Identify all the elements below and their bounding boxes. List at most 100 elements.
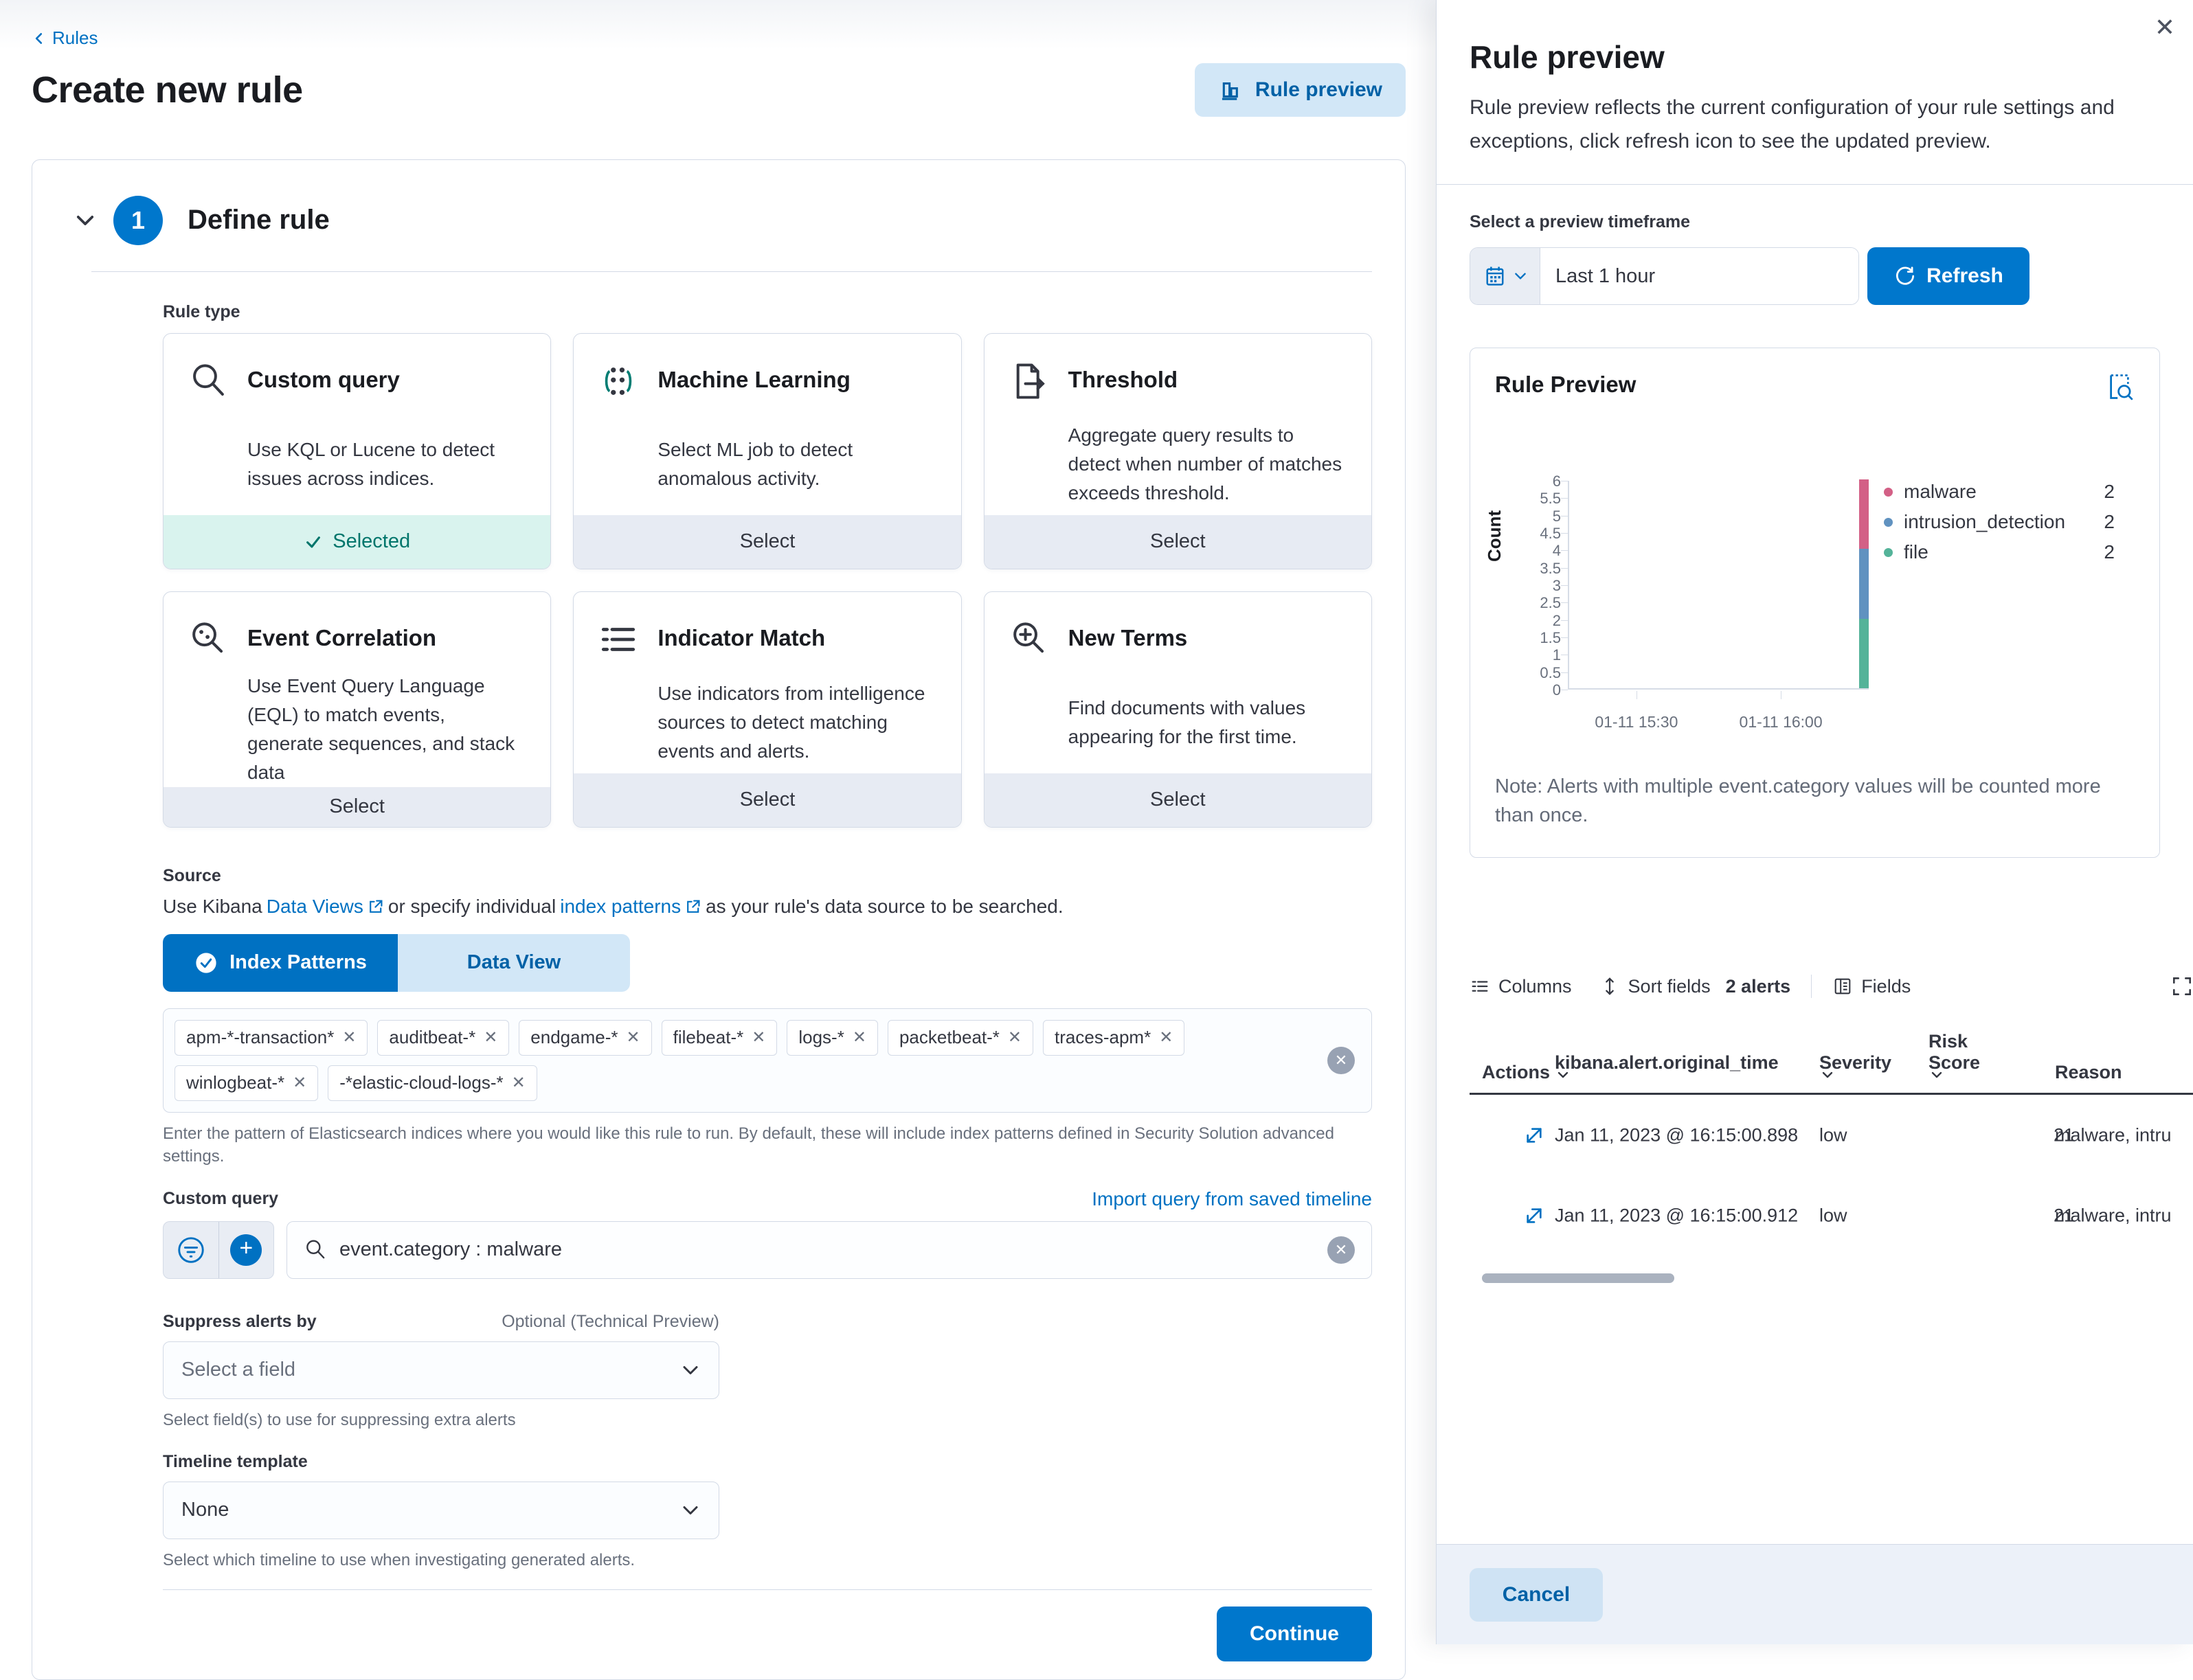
suppress-field-select[interactable]: Select a field bbox=[163, 1341, 719, 1399]
card-select-button[interactable]: Select bbox=[164, 786, 551, 827]
close-icon[interactable]: ✕ bbox=[2154, 13, 2175, 41]
rule-type-card-event-correlation[interactable]: Event Correlation Use Event Query Langua… bbox=[163, 591, 552, 828]
table-toolbar: Columns Sort fields 2 alerts Fields bbox=[1470, 967, 2193, 1006]
fullscreen-icon[interactable] bbox=[2170, 975, 2193, 998]
timeline-template-select[interactable]: None bbox=[163, 1481, 719, 1539]
sort-icon bbox=[1605, 977, 1614, 995]
legend-item-file[interactable]: file 2 bbox=[1884, 537, 2115, 567]
index-patterns-combobox[interactable]: apm-*-transaction* ✕ auditbeat-* ✕ endgame-*… bbox=[163, 1008, 1372, 1113]
fields-button[interactable]: Fields bbox=[1832, 976, 1911, 997]
stacked-bar[interactable] bbox=[1859, 479, 1869, 688]
index-pattern-chip[interactable]: endgame-* ✕ bbox=[519, 1019, 652, 1056]
query-input[interactable]: event.category : malware ✕ bbox=[286, 1221, 1372, 1279]
timeframe-value-input[interactable]: Last 1 hour bbox=[1540, 248, 1858, 304]
index-patterns-link[interactable]: index patterns bbox=[560, 896, 701, 918]
chevron-down-icon bbox=[1557, 1071, 1568, 1078]
chevron-down-icon bbox=[683, 1506, 698, 1514]
chevron-down-icon bbox=[1514, 273, 1526, 280]
chip-label: winlogbeat-* bbox=[186, 1072, 285, 1093]
card-selected-footer[interactable]: Selected bbox=[164, 514, 551, 569]
flyout-title: Rule preview bbox=[1470, 39, 1665, 75]
card-action-label: Select bbox=[1150, 530, 1206, 552]
breadcrumb-rules-link[interactable]: Rules bbox=[32, 27, 98, 49]
cancel-button[interactable]: Cancel bbox=[1470, 1567, 1603, 1622]
column-header-severity[interactable]: Severity bbox=[1819, 1052, 1891, 1083]
y-axis-tick-label: 3 bbox=[1552, 577, 1561, 594]
card-select-button[interactable]: Select bbox=[984, 514, 1371, 569]
column-header-original-time[interactable]: kibana.alert.original_time bbox=[1555, 1052, 1779, 1083]
import-query-link[interactable]: Import query from saved timeline bbox=[1092, 1188, 1372, 1210]
chip-label: packetbeat-* bbox=[899, 1027, 1000, 1047]
sort-fields-button[interactable]: Sort fields bbox=[1599, 976, 1711, 997]
card-select-button[interactable]: Select bbox=[984, 773, 1371, 827]
columns-label: Columns bbox=[1498, 975, 1572, 997]
add-filter-button[interactable]: + bbox=[219, 1222, 274, 1278]
index-pattern-chip[interactable]: filebeat-* ✕ bbox=[661, 1019, 778, 1056]
data-views-link[interactable]: Data Views bbox=[267, 896, 384, 918]
chip-label: auditbeat-* bbox=[389, 1027, 476, 1047]
define-rule-step-header[interactable]: 1 Define rule bbox=[65, 195, 1372, 245]
bar-segment-file[interactable] bbox=[1859, 618, 1869, 688]
column-header-risk-score[interactable]: Risk Score bbox=[1928, 1031, 1980, 1083]
toggle-data-view[interactable]: Data View bbox=[398, 933, 630, 992]
calendar-dropdown-button[interactable] bbox=[1470, 248, 1540, 304]
expand-alert-icon[interactable] bbox=[1523, 1205, 1545, 1227]
index-pattern-chip[interactable]: auditbeat-* ✕ bbox=[377, 1019, 510, 1056]
rule-type-card-new-terms[interactable]: New Terms Find documents with values app… bbox=[983, 591, 1372, 828]
card-select-button[interactable]: Select bbox=[574, 773, 961, 827]
query-bar: + event.category : malware ✕ bbox=[163, 1221, 1372, 1279]
cell-original-time: Jan 11, 2023 @ 16:15:00.912 bbox=[1555, 1205, 1799, 1225]
index-pattern-chip[interactable]: packetbeat-* ✕ bbox=[887, 1019, 1034, 1056]
rule-type-card-indicator-match[interactable]: Indicator Match Use indicators from inte… bbox=[573, 591, 962, 828]
remove-icon[interactable]: ✕ bbox=[511, 1074, 526, 1092]
index-pattern-chip[interactable]: apm-*-transaction* ✕ bbox=[175, 1019, 368, 1056]
inspect-icon[interactable] bbox=[2104, 372, 2135, 402]
index-pattern-chip[interactable]: winlogbeat-* ✕ bbox=[175, 1065, 319, 1101]
horizontal-scrollbar-thumb[interactable] bbox=[1482, 1273, 1674, 1283]
remove-icon[interactable]: ✕ bbox=[1159, 1028, 1173, 1047]
bar-chart-icon bbox=[1222, 82, 1238, 100]
chevron-down-icon bbox=[76, 215, 94, 225]
rule-preview-flyout: ✕ Rule preview Rule preview reflects the… bbox=[1436, 0, 2193, 1644]
remove-icon[interactable]: ✕ bbox=[1007, 1028, 1022, 1047]
define-rule-panel: 1 Define rule Rule type Custom query Use… bbox=[32, 159, 1406, 1680]
remove-icon[interactable]: ✕ bbox=[626, 1028, 640, 1047]
index-pattern-chip[interactable]: logs-* ✕ bbox=[787, 1019, 878, 1056]
rule-preview-button-label: Rule preview bbox=[1255, 78, 1382, 101]
bar-segment-intrusion_detection[interactable] bbox=[1859, 549, 1869, 619]
legend-item-intrusion_detection[interactable]: intrusion_detection 2 bbox=[1884, 507, 2115, 537]
step-number-badge: 1 bbox=[113, 195, 163, 245]
continue-button[interactable]: Continue bbox=[1217, 1606, 1372, 1661]
bar-segment-malware[interactable] bbox=[1859, 479, 1869, 549]
create-rule-page: Rules Create new rule Rule preview 1 Def bbox=[0, 0, 1436, 1680]
remove-icon[interactable]: ✕ bbox=[752, 1028, 766, 1047]
expand-alert-icon[interactable] bbox=[1523, 1124, 1545, 1146]
machine-learning-icon bbox=[598, 360, 657, 423]
index-pattern-chip[interactable]: -*elastic-cloud-logs-* ✕ bbox=[328, 1065, 537, 1101]
saved-query-menu-button[interactable] bbox=[164, 1222, 218, 1278]
remove-icon[interactable]: ✕ bbox=[293, 1074, 307, 1092]
y-axis-tick-label: 0 bbox=[1552, 681, 1561, 699]
clear-query-icon[interactable]: ✕ bbox=[1327, 1236, 1355, 1264]
legend-item-malware[interactable]: malware 2 bbox=[1884, 477, 2115, 507]
clear-all-icon[interactable]: ✕ bbox=[1327, 1046, 1355, 1074]
index-pattern-chip[interactable]: traces-apm* ✕ bbox=[1043, 1019, 1185, 1056]
refresh-button[interactable]: Refresh bbox=[1867, 247, 2029, 305]
legend-label: malware bbox=[1904, 481, 1977, 502]
card-select-button[interactable]: Select bbox=[574, 514, 961, 569]
columns-button[interactable]: Columns bbox=[1470, 976, 1572, 997]
timeframe-label: Select a preview timeframe bbox=[1470, 212, 1690, 231]
remove-icon[interactable]: ✕ bbox=[484, 1028, 498, 1047]
y-axis-tick-label: 5 bbox=[1552, 507, 1561, 525]
toggle-index-patterns[interactable]: Index Patterns bbox=[163, 933, 398, 992]
card-description: Select ML job to detect anomalous activi… bbox=[657, 438, 853, 489]
rule-preview-button[interactable]: Rule preview bbox=[1194, 63, 1406, 117]
rule-type-card-custom-query[interactable]: Custom query Use KQL or Lucene to detect… bbox=[163, 332, 552, 569]
y-axis-tick-mark bbox=[1561, 585, 1568, 586]
rule-type-card-machine-learning[interactable]: Machine Learning Select ML job to detect… bbox=[573, 332, 962, 569]
divider bbox=[1811, 975, 1812, 998]
remove-icon[interactable]: ✕ bbox=[342, 1028, 357, 1047]
legend-value: 2 bbox=[2104, 511, 2115, 532]
rule-type-card-threshold[interactable]: Threshold Aggregate query results to det… bbox=[983, 332, 1372, 569]
remove-icon[interactable]: ✕ bbox=[852, 1028, 866, 1047]
